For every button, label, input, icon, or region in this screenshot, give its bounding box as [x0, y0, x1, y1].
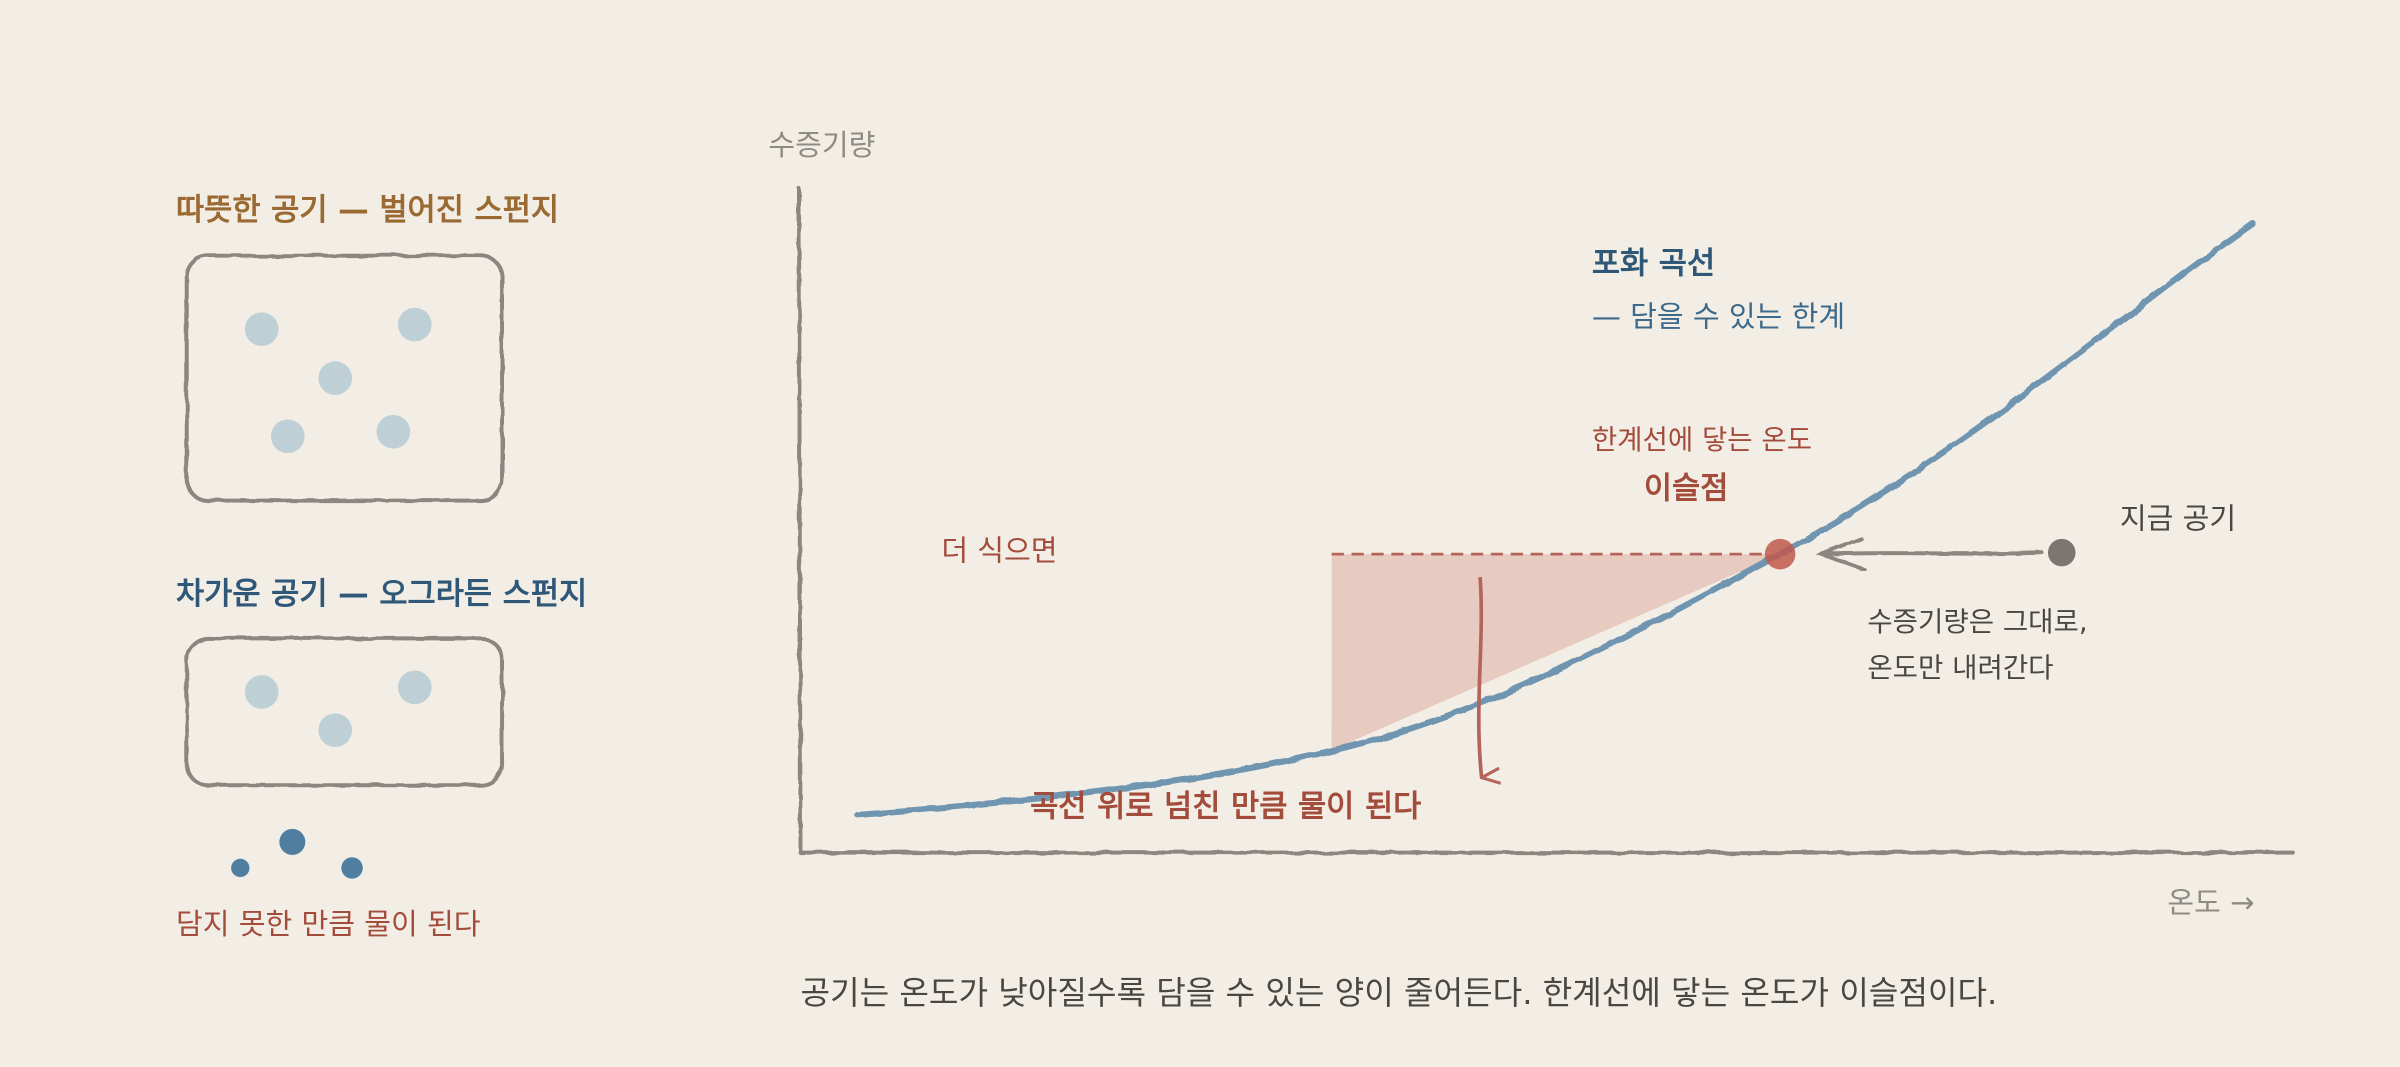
overflow-note: 담지 못한 만큼 물이 된다 — [176, 907, 481, 941]
molecule — [270, 419, 305, 454]
current-air-label: 지금 공기 — [2120, 501, 2236, 535]
dew-point-marker — [1764, 538, 1796, 570]
warm-box — [184, 253, 505, 503]
overflow-label: 곡선 위로 넘친 만큼 물이 된다 — [1030, 790, 1421, 825]
dew-point-title: 이슬점 — [1644, 471, 1728, 506]
molecule — [318, 713, 353, 748]
x-axis-label: 온도 → — [2167, 886, 2254, 920]
warm-title: 따뜻한 공기 — 벌어진 스펀지 — [176, 193, 559, 228]
saturation-curve — [854, 220, 2257, 818]
cold-title: 차가운 공기 — 오그라든 스펀지 — [176, 577, 587, 612]
cooling-arrow — [1815, 536, 2044, 572]
droplet — [341, 857, 363, 879]
y-axis-label: 수증기량 — [768, 128, 875, 162]
droplet — [231, 858, 250, 878]
dew-point-label: 한계선에 닿는 온도 — [1592, 424, 1812, 456]
molecule — [397, 307, 432, 342]
molecule — [376, 414, 411, 449]
molecule — [318, 361, 353, 395]
cold-box — [184, 636, 505, 788]
curve-title: 포화 곡선 — [1592, 246, 1715, 281]
condense-arrow — [1476, 576, 1482, 778]
current-air-note: 온도만 내려간다 — [1867, 652, 2053, 684]
current-air-note: 수증기량은 그대로, — [1867, 606, 2087, 638]
cold-molecules — [244, 670, 432, 748]
cooling-label: 더 식으면 — [941, 534, 1057, 568]
droplet — [279, 828, 306, 855]
axes — [796, 186, 2295, 855]
molecule — [244, 675, 279, 709]
caption: 공기는 온도가 낮아질수록 담을 수 있는 양이 줄어든다. 한계선에 닿는 온… — [801, 974, 1998, 1012]
molecule — [244, 312, 279, 346]
curve-subtitle: — 담을 수 있는 한계 — [1592, 299, 1845, 333]
warm-molecules — [244, 307, 432, 454]
current-air-marker — [2047, 538, 2076, 567]
droplets — [231, 828, 363, 879]
molecule — [397, 670, 432, 705]
